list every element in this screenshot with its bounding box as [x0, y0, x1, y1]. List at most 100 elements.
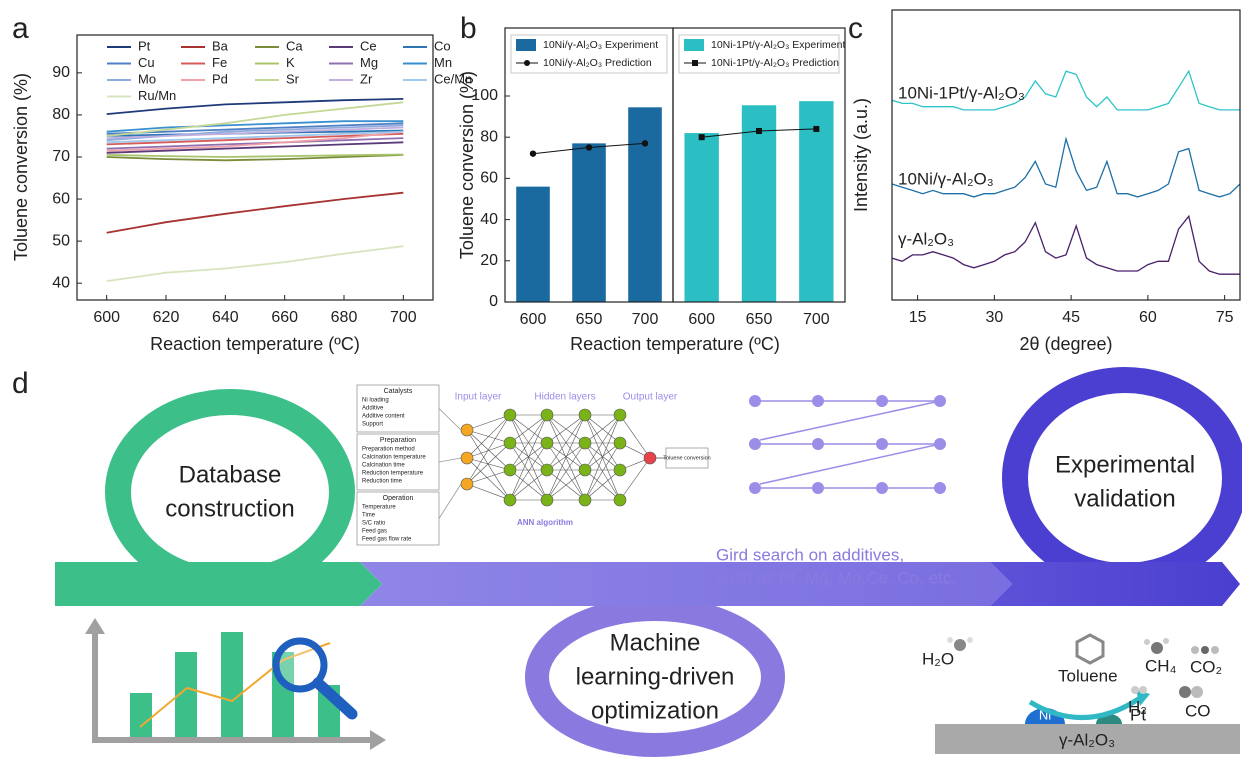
stage-label: Machine [610, 629, 701, 656]
search-node [749, 395, 761, 407]
marker [813, 126, 819, 132]
y-axis-label: Toluene conversion (%) [11, 73, 31, 261]
search-node [749, 482, 761, 494]
legend-label: Mn [434, 55, 452, 70]
y-axis-label: Toluene conversion (%) [457, 71, 477, 259]
legend-label: K [286, 55, 295, 70]
group-item: Temperature [362, 505, 396, 511]
legend-label: 10Ni/γ-Al₂O₃ Prediction [543, 57, 652, 69]
search-node [876, 395, 888, 407]
molecule-label: H₂ [1128, 697, 1147, 716]
plot-frame [77, 35, 433, 300]
x-tick-label: 600 [688, 311, 715, 328]
figure: a b c d 600620640660680700405060708090Re… [0, 0, 1242, 759]
group-item: Preparation method [362, 447, 415, 453]
y-tick-label: 80 [480, 128, 498, 145]
band-segment [990, 562, 1240, 606]
search-text: Gird search on additives, [716, 545, 904, 564]
reaction: γ-Al₂O₃ Ni Pt H₂O Toluene CH₄ CO₂ H₂ CO [922, 635, 1240, 754]
legend-label: Ba [212, 38, 229, 53]
y-tick-label: 60 [52, 190, 70, 207]
chart-icon [85, 618, 386, 750]
y-tick-label: 60 [480, 170, 498, 187]
group-item: Reduction temperature [362, 471, 424, 477]
hidden-node [579, 494, 591, 506]
marker [642, 140, 648, 146]
connector [439, 458, 461, 462]
icon-bar [221, 632, 243, 737]
legend-swatch [516, 39, 536, 51]
marker [530, 150, 536, 156]
series-label: 10Ni-1Pt/γ-Al₂O₃ [898, 83, 1025, 102]
panel-label: a [12, 12, 29, 45]
x-tick-label: 700 [390, 309, 417, 326]
y-tick-label: 90 [52, 64, 70, 81]
stage-label: learning-driven [576, 663, 735, 690]
x-tick-label: 600 [93, 309, 120, 326]
group-item: Feed gas [362, 529, 387, 535]
input-node [461, 424, 473, 436]
icon-bar [130, 693, 152, 737]
search-arrow [760, 401, 940, 440]
legend-label: Fe [212, 55, 227, 70]
atom [1131, 686, 1139, 694]
legend-swatch [684, 39, 704, 51]
legend-swatch [524, 60, 530, 66]
legend-label: 10Ni-1Pt/γ-Al₂O₃ Experiment [711, 39, 845, 51]
atom [1201, 646, 1209, 654]
connection [467, 430, 510, 500]
stage-label: validation [1074, 485, 1175, 512]
bar [742, 105, 776, 302]
legend-label: Sr [286, 71, 300, 86]
hidden-node [541, 494, 553, 506]
legend-label: Pt [138, 38, 151, 53]
layer-label: Hidden layers [534, 392, 595, 403]
hidden-node [614, 464, 626, 476]
hidden-node [504, 494, 516, 506]
atom [954, 639, 966, 651]
y-tick-label: 40 [480, 211, 498, 228]
hidden-node [614, 437, 626, 449]
x-axis-label: Reaction temperature (ºC) [570, 334, 780, 354]
marker [586, 144, 592, 150]
group-title: Operation [383, 495, 414, 502]
group-item: Ni loading [362, 398, 389, 404]
series-label: γ-Al₂O₃ [898, 229, 954, 248]
plot-frame [892, 10, 1240, 300]
x-tick-label: 600 [520, 311, 547, 328]
x-tick-label: 60 [1139, 309, 1157, 326]
x-axis-label: 2θ (degree) [1019, 334, 1112, 354]
atom [967, 637, 973, 643]
hidden-node [579, 409, 591, 421]
input-node [461, 452, 473, 464]
stage-ring [118, 402, 342, 582]
x-tick-label: 650 [576, 311, 603, 328]
y-tick-label: 0 [489, 293, 498, 310]
atom [1139, 686, 1147, 694]
panel-label: d [12, 367, 29, 400]
search-node [812, 482, 824, 494]
output-node [644, 452, 656, 464]
hidden-node [504, 409, 516, 421]
search-node [934, 438, 946, 450]
atom [1179, 686, 1191, 698]
legend-label: Zr [360, 71, 373, 86]
x-axis-label: Reaction temperature (ºC) [150, 334, 360, 354]
group-item: Calcination time [362, 463, 405, 469]
group-item: S/C ratio [362, 521, 386, 527]
legend-label: Mo [138, 71, 156, 86]
legend-label: Ca [286, 38, 303, 53]
marker [756, 128, 762, 134]
atom [1144, 639, 1150, 645]
hidden-node [541, 437, 553, 449]
grid-search: Gird search on additives, such as Pt, Mg… [716, 395, 956, 587]
chart: 60065070010Ni-1Pt/γ-Al₂O₃ Experiment10Ni… [673, 28, 845, 328]
x-tick-label: 660 [271, 309, 298, 326]
connector [439, 409, 461, 431]
band-segment [55, 562, 382, 606]
search-node [934, 395, 946, 407]
search-node [749, 438, 761, 450]
panel-label: b [460, 12, 477, 45]
group-title: Catalysts [384, 388, 413, 395]
y-tick-label: 80 [52, 106, 70, 123]
